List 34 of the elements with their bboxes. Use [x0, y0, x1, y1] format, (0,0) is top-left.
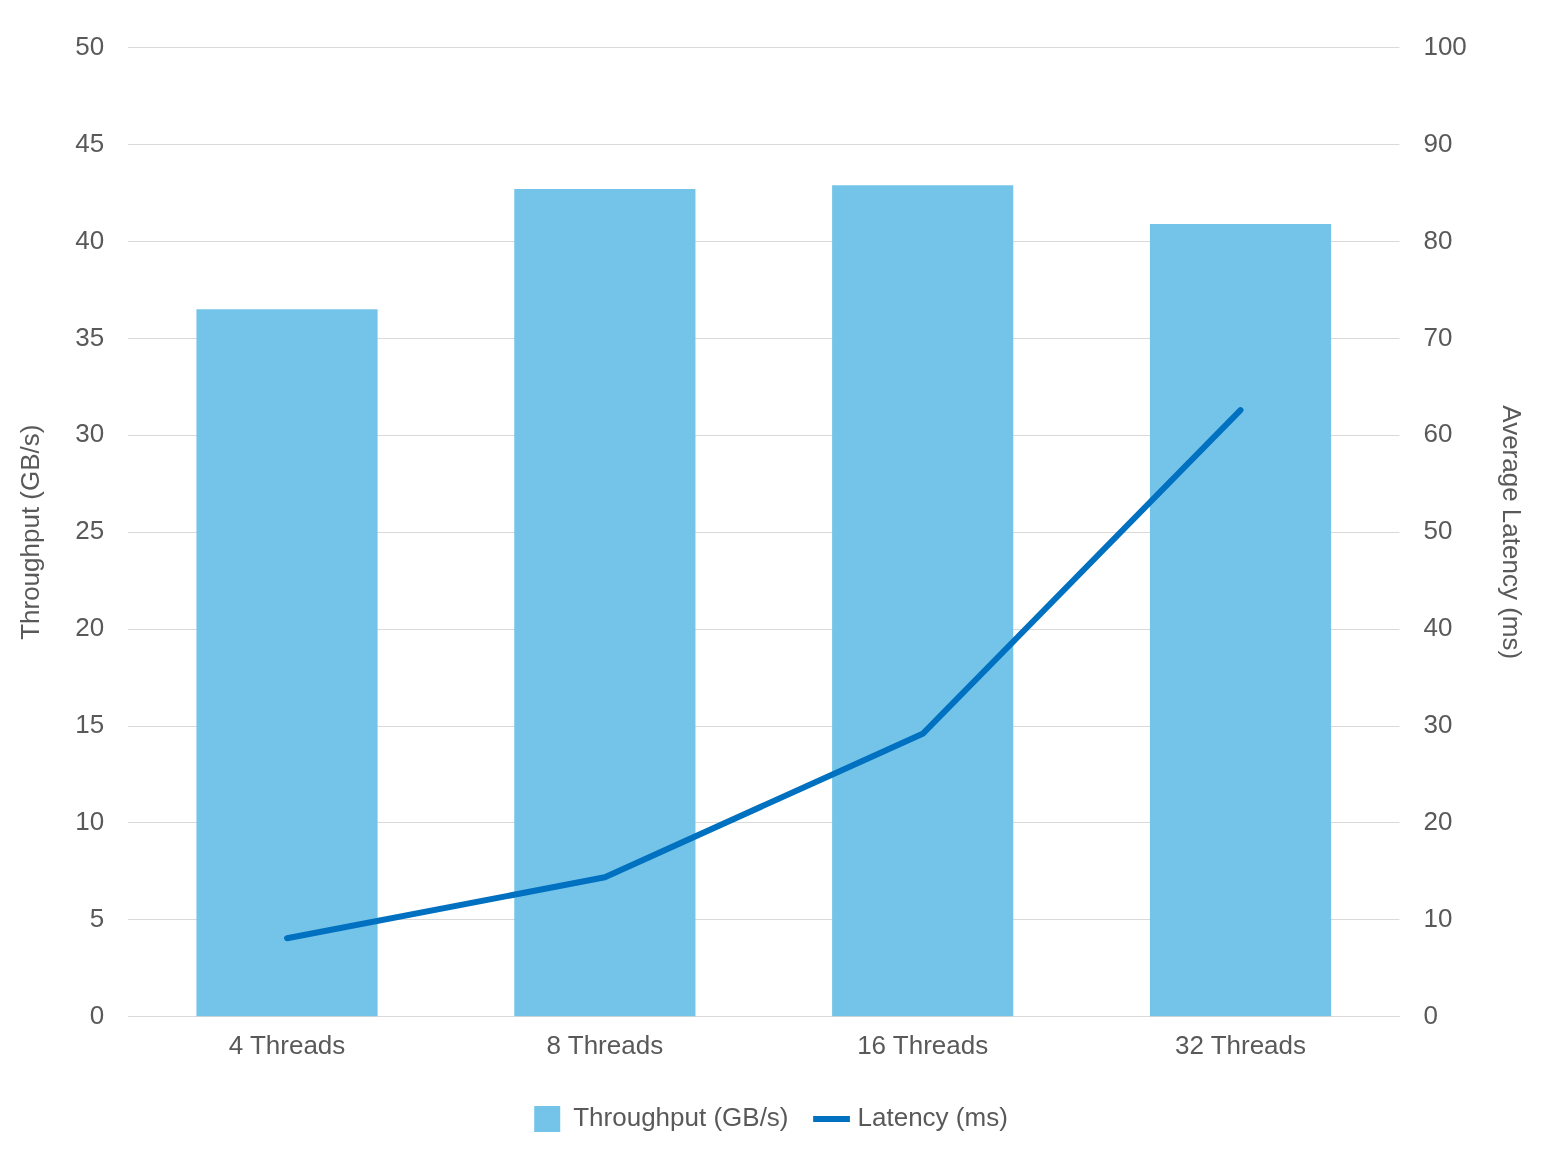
bar: [196, 309, 378, 1017]
y2-tick-label: 30: [1423, 709, 1453, 740]
legend-label: Latency (ms): [857, 1102, 1008, 1133]
y-tick-label: 35: [75, 321, 105, 352]
y2-tick-label: 80: [1423, 224, 1453, 255]
y2-tick-label: 90: [1423, 127, 1453, 158]
y-tick-label: 0: [89, 999, 105, 1030]
y-tick-label: 30: [75, 418, 105, 449]
y-tick-label: 25: [75, 515, 105, 546]
y-tick-label: 10: [75, 806, 105, 837]
y2-tick-label: 20: [1423, 806, 1453, 837]
y-tick-label: 5: [89, 903, 105, 934]
x-tick-label: 32 Threads: [1174, 1029, 1307, 1060]
y-axis-title: Throughput (GB/s): [14, 424, 45, 640]
x-tick-label: 16 Threads: [857, 1029, 989, 1060]
y-tick-label: 15: [75, 709, 105, 740]
y2-tick-label: 100: [1423, 30, 1467, 61]
legend-label: Throughput (GB/s): [573, 1102, 789, 1133]
y2-axis-title: Average Latency (ms): [1497, 405, 1528, 660]
y-tick-label: 50: [75, 30, 105, 61]
y-tick-label: 40: [75, 224, 105, 255]
y2-tick-label: 0: [1423, 999, 1438, 1030]
y2-tick-label: 50: [1423, 515, 1453, 546]
bar: [832, 185, 1014, 1017]
y2-tick-label: 40: [1423, 612, 1453, 643]
y2-tick-label: 10: [1423, 903, 1453, 934]
bar: [1149, 223, 1332, 1017]
bar: [514, 189, 696, 1017]
x-tick-label: 8 Threads: [546, 1029, 664, 1060]
x-tick-label: 4 Threads: [228, 1029, 346, 1060]
y2-tick-label: 60: [1423, 418, 1453, 449]
y-tick-label: 45: [75, 127, 105, 158]
y-tick-label: 20: [75, 612, 105, 643]
y2-tick-label: 70: [1423, 321, 1453, 352]
